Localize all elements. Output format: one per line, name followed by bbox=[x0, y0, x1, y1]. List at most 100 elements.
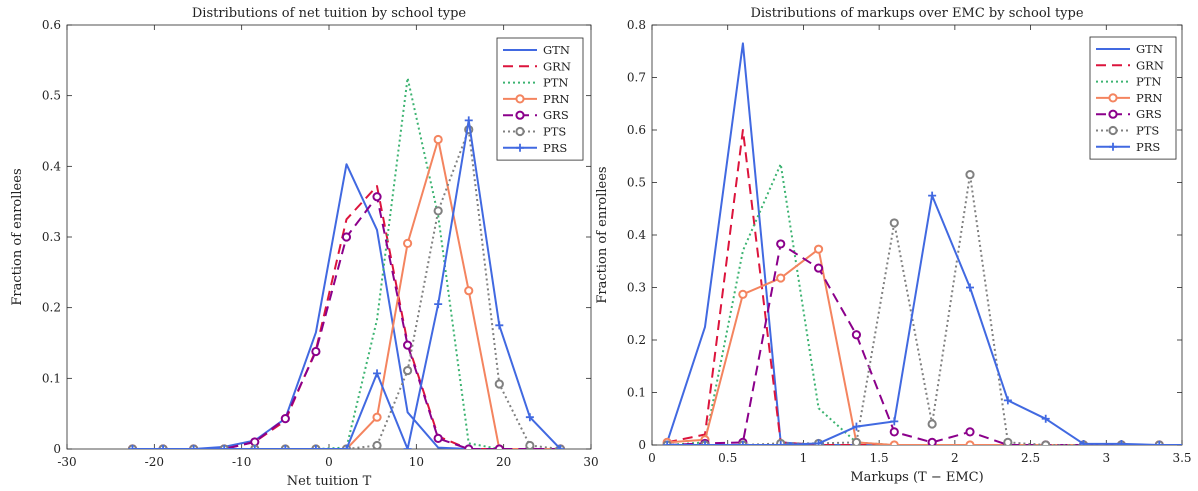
x-axis-label: Net tuition T bbox=[287, 474, 372, 489]
legend-label: GRS bbox=[1136, 107, 1162, 121]
series-pts-point bbox=[1003, 437, 1013, 445]
series-pts-point bbox=[403, 365, 413, 376]
legend: GTN GRN PTN PRN GRS PTS PRS bbox=[1089, 36, 1177, 160]
y-tick-label: 0.8 bbox=[627, 18, 646, 32]
y-tick-label: 0.3 bbox=[627, 281, 646, 295]
series-prs-point bbox=[342, 445, 351, 449]
series-prs-point bbox=[311, 445, 320, 449]
series-grs-point bbox=[776, 239, 786, 249]
series-pts-line bbox=[132, 128, 561, 449]
legend-label: GTN bbox=[1136, 42, 1163, 56]
x-tick-label: 3 bbox=[1102, 451, 1110, 465]
plot-area bbox=[127, 77, 566, 449]
series-prn-point bbox=[738, 289, 748, 299]
series-prs-point bbox=[738, 441, 747, 445]
series-grs-point bbox=[1194, 441, 1198, 448]
x-tick-label: -10 bbox=[232, 455, 251, 469]
series-grs-point bbox=[494, 444, 504, 449]
legend-label: GTN bbox=[543, 43, 570, 57]
series-prn-line bbox=[132, 138, 561, 449]
series-prn-point bbox=[403, 238, 413, 248]
series-ptn-line bbox=[132, 77, 561, 449]
series-grs-point bbox=[280, 414, 290, 424]
y-tick-label: 0 bbox=[638, 438, 646, 452]
x-tick-label: 20 bbox=[496, 455, 511, 469]
series-pts bbox=[662, 170, 1198, 448]
legend-label: PRN bbox=[543, 92, 569, 106]
series-pts-point bbox=[494, 379, 504, 389]
series-grs-point bbox=[341, 232, 352, 242]
series-pts-point bbox=[1194, 441, 1198, 448]
series-prs-point bbox=[1041, 414, 1050, 423]
series-grn-line bbox=[132, 185, 561, 449]
legend: GTN GRN PTN PRN GRS PTS PRS bbox=[496, 37, 584, 161]
plot-area bbox=[662, 42, 1198, 449]
legend-label: GRN bbox=[543, 59, 571, 73]
series-prs-point bbox=[852, 422, 861, 431]
series-prs-point bbox=[525, 413, 534, 422]
legend-marker bbox=[516, 143, 524, 152]
series-grs-point bbox=[851, 330, 862, 340]
series-ptn bbox=[132, 77, 561, 449]
series-prs-point bbox=[220, 445, 229, 449]
series-prn-point bbox=[889, 440, 899, 445]
x-tick-label: 2 bbox=[951, 451, 959, 465]
series-prs-line bbox=[667, 194, 1182, 445]
series-prs-point bbox=[159, 445, 168, 449]
legend-marker bbox=[515, 126, 525, 137]
series-pts-point bbox=[965, 170, 975, 180]
series-prs-point bbox=[556, 445, 565, 449]
series-prs-point bbox=[434, 300, 443, 309]
x-tick-label: -30 bbox=[57, 455, 76, 469]
series-prs-point bbox=[701, 441, 709, 445]
series-pts bbox=[127, 124, 566, 449]
series-prs-point bbox=[189, 445, 198, 449]
series-grn bbox=[132, 185, 561, 449]
y-tick-label: 0.2 bbox=[627, 333, 646, 347]
y-tick-label: 0.6 bbox=[42, 18, 61, 32]
legend-label: GRS bbox=[543, 108, 569, 122]
y-axis-label: Fraction of enrollees bbox=[595, 166, 610, 303]
series-pts-point bbox=[889, 218, 899, 228]
series-prs-point bbox=[1193, 441, 1198, 449]
legend-marker bbox=[1108, 93, 1118, 103]
x-tick-label: 0.5 bbox=[718, 451, 737, 465]
series-prs-point bbox=[966, 283, 974, 292]
series-prn-point bbox=[433, 134, 443, 145]
series-prn-point bbox=[464, 286, 474, 296]
series-grs bbox=[662, 239, 1198, 448]
x-tick-label: 0 bbox=[325, 455, 333, 469]
y-tick-label: 0.4 bbox=[627, 228, 646, 242]
y-tick-label: 0.5 bbox=[627, 176, 646, 190]
legend-marker bbox=[515, 110, 525, 120]
series-prs-point bbox=[128, 445, 137, 449]
series-prs-point bbox=[814, 439, 823, 445]
series-ptn bbox=[667, 163, 1182, 445]
series-grs-point bbox=[403, 340, 413, 350]
series-grn bbox=[666, 129, 1182, 445]
x-tick-label: -20 bbox=[145, 455, 164, 469]
legend-marker bbox=[1109, 142, 1117, 151]
series-prs-point bbox=[403, 445, 412, 449]
series-pts-point bbox=[372, 440, 382, 449]
series-prs-point bbox=[464, 116, 473, 125]
series-prs-point bbox=[1117, 439, 1126, 445]
series-grs-point bbox=[433, 433, 443, 443]
series-prn-point bbox=[776, 273, 786, 283]
series-prs-point bbox=[281, 445, 290, 449]
series-prs-point bbox=[1079, 439, 1088, 445]
series-prs-point bbox=[250, 445, 259, 449]
series-grs-point bbox=[889, 427, 899, 437]
chart-title: Distributions of net tuition by school t… bbox=[192, 6, 467, 21]
legend-label: PTN bbox=[1136, 75, 1161, 89]
legend-label: PRN bbox=[1136, 91, 1162, 105]
series-grs-point bbox=[311, 346, 321, 357]
series-prs-point bbox=[928, 191, 937, 200]
series-gtn bbox=[666, 42, 1182, 445]
x-tick-label: 3.5 bbox=[1172, 451, 1191, 465]
y-tick-label: 0.1 bbox=[627, 386, 646, 400]
y-tick-label: 0.3 bbox=[42, 230, 61, 244]
series-pts-point bbox=[927, 419, 937, 429]
legend-marker bbox=[1108, 125, 1118, 136]
